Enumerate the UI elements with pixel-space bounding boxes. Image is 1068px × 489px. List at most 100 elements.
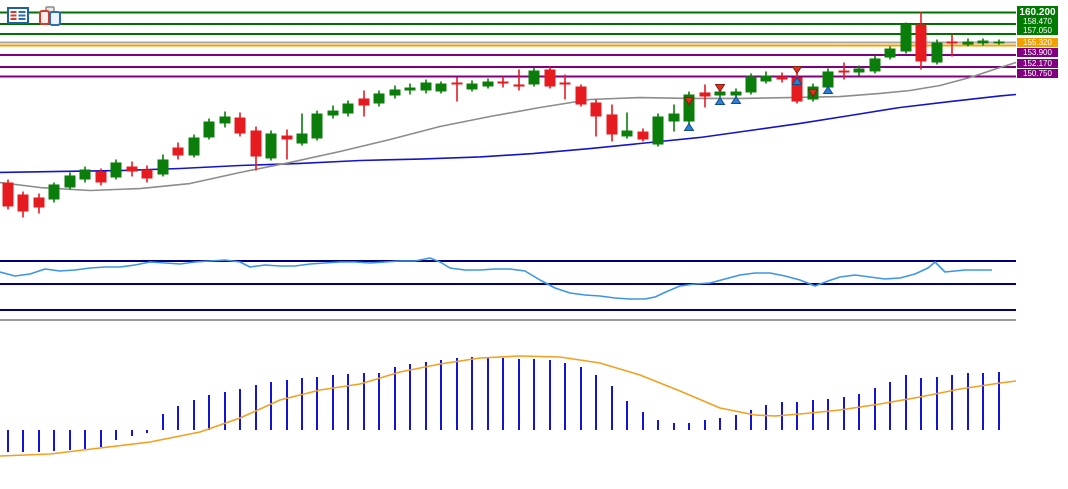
- candle-up: [64, 175, 76, 188]
- price-axis-label: 153.900: [1017, 47, 1058, 57]
- candle-up: [745, 76, 757, 93]
- candle-down: [358, 98, 370, 106]
- macd-histogram-bar: [982, 373, 984, 430]
- candle-down: [234, 117, 246, 134]
- macd-histogram-bar: [378, 373, 380, 430]
- macd-histogram-bar: [564, 363, 566, 430]
- macd-histogram-bar: [595, 375, 597, 430]
- macd-histogram-bar: [162, 414, 164, 430]
- macd-histogram-bar: [626, 401, 628, 430]
- price-axis-label: 150.750: [1017, 68, 1058, 78]
- macd-histogram-bar: [270, 382, 272, 430]
- candle-up: [79, 169, 91, 180]
- macd-histogram-bar: [549, 360, 551, 430]
- candle-up: [110, 162, 122, 178]
- price-axis-label: 152.170: [1017, 59, 1058, 69]
- macd-histogram-bar: [611, 386, 613, 430]
- macd-histogram-bar: [750, 410, 752, 430]
- candle-up: [420, 82, 432, 91]
- copy-chart-icon[interactable]: [38, 6, 62, 26]
- macd-histogram-bar: [796, 402, 798, 430]
- candle-up: [311, 113, 323, 139]
- candle-down: [141, 169, 153, 179]
- oscillator-line: [0, 257, 992, 300]
- candle-down: [637, 131, 649, 140]
- candle-down: [575, 86, 587, 105]
- price-axis-label: 160.200: [1017, 6, 1058, 19]
- candle-up: [48, 184, 60, 200]
- macd-histogram-bar: [518, 359, 520, 430]
- fast-ma-line: [0, 61, 1017, 192]
- candle-down: [126, 166, 138, 172]
- macd-histogram-bar: [440, 360, 442, 430]
- macd-histogram-bar: [487, 357, 489, 430]
- macd-histogram-bar: [409, 364, 411, 430]
- candle-up: [296, 133, 308, 144]
- sell-signal-arrow-icon: [807, 88, 819, 98]
- buy-signal-arrow-icon: [683, 122, 695, 131]
- macd-histogram-bar: [208, 395, 210, 430]
- macd-histogram-bar: [100, 430, 102, 447]
- candle-down: [172, 147, 184, 156]
- candle-up: [931, 42, 943, 63]
- macd-histogram-bar: [425, 362, 427, 430]
- price-axis-label: 158.470: [1017, 16, 1058, 26]
- candle-up: [621, 130, 633, 137]
- candle-up: [219, 116, 231, 124]
- quotes-list-icon[interactable]: [6, 6, 30, 26]
- candle-down: [606, 114, 618, 135]
- macd-histogram-bar: [363, 373, 365, 430]
- candle-up: [977, 40, 989, 44]
- macd-signal-line: [0, 355, 1017, 457]
- candle-down: [791, 77, 803, 102]
- macd-histogram-bar: [224, 392, 226, 430]
- macd-histogram-bar: [53, 430, 55, 451]
- candle-up: [853, 68, 865, 73]
- candle-up: [869, 58, 881, 72]
- candle-up: [342, 103, 354, 114]
- candle-down: [95, 171, 107, 183]
- candle-up: [668, 113, 680, 122]
- sell-signal-arrow-icon: [683, 97, 695, 106]
- macd-histogram-bar: [688, 423, 690, 430]
- candle-up: [188, 137, 200, 156]
- buy-signal-arrow-icon: [791, 76, 803, 85]
- candle-up: [528, 70, 540, 85]
- macd-histogram-bar: [642, 412, 644, 430]
- candle-up: [683, 94, 695, 122]
- candle-up: [404, 87, 416, 91]
- macd-histogram-bar: [84, 430, 86, 449]
- macd-histogram-bar: [765, 405, 767, 430]
- candle-down: [838, 70, 850, 73]
- candle-up: [373, 93, 385, 104]
- candle-down: [915, 24, 927, 62]
- candle-down: [544, 69, 556, 87]
- candle-down: [559, 82, 571, 85]
- candle-down: [776, 76, 788, 80]
- macd-histogram-bar: [704, 420, 706, 430]
- macd-histogram-bar: [316, 377, 318, 430]
- buy-signal-arrow-icon: [730, 95, 742, 105]
- macd-histogram-bar: [255, 385, 257, 430]
- macd-histogram-bar: [889, 382, 891, 430]
- candle-up: [730, 91, 742, 96]
- macd-histogram-bar: [69, 430, 71, 450]
- macd-histogram-bar: [131, 430, 133, 436]
- candle-down: [250, 130, 262, 157]
- candle-down: [2, 182, 14, 207]
- candle-up: [714, 91, 726, 96]
- buy-signal-arrow-icon: [714, 96, 726, 106]
- macd-histogram-bar: [22, 430, 24, 452]
- candle-down: [513, 84, 525, 87]
- candle-up: [466, 83, 478, 90]
- macd-histogram-bar: [719, 418, 721, 430]
- candle-up: [482, 81, 494, 87]
- macd-histogram-bar: [580, 367, 582, 430]
- macd-histogram-bar: [905, 375, 907, 430]
- macd-histogram-bar: [936, 377, 938, 430]
- macd-histogram-bar: [38, 430, 40, 452]
- macd-histogram-bar: [146, 430, 148, 433]
- chart-toolbar: [6, 6, 62, 26]
